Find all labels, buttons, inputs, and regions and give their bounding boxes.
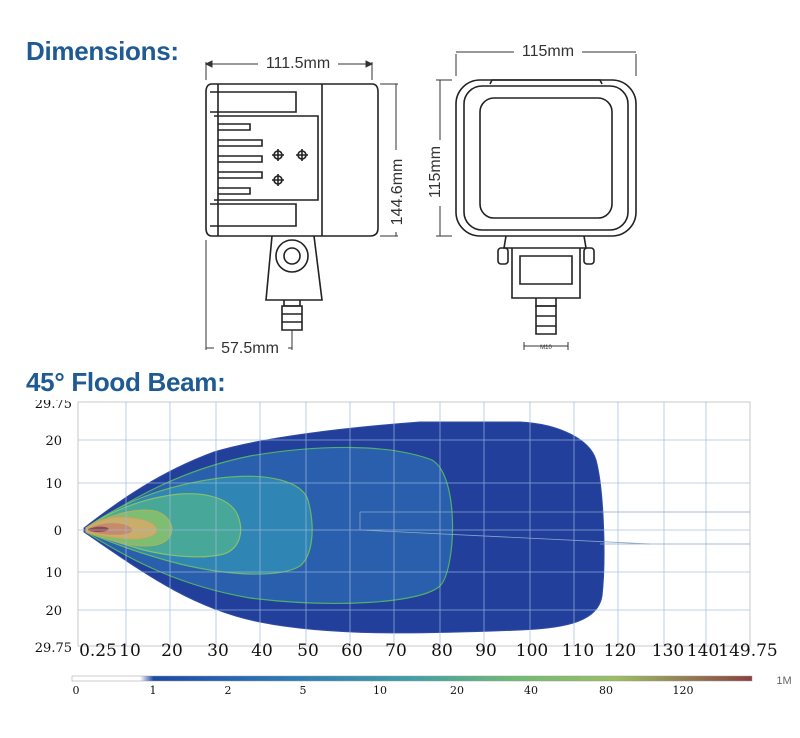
y-tick: 20 bbox=[45, 604, 62, 619]
y-axis-ticks: 29.75 20 10 0 10 20 29.75 bbox=[35, 400, 72, 656]
y-tick: 10 bbox=[45, 566, 62, 581]
x-tick: 20 bbox=[161, 641, 183, 661]
front-view-drawing bbox=[455, 79, 637, 335]
dimensions-heading: Dimensions: bbox=[26, 36, 179, 66]
y-tick: 10 bbox=[45, 477, 62, 492]
x-axis-ticks: 0.25 10 20 30 40 50 60 70 80 90 100 110 … bbox=[79, 641, 778, 661]
colorbar-tick: 40 bbox=[524, 684, 538, 697]
x-tick: 120 bbox=[604, 641, 636, 661]
side-width-label: 111.5mm bbox=[266, 55, 330, 72]
front-width-label: 115mm bbox=[522, 43, 574, 60]
x-tick: 50 bbox=[297, 641, 319, 661]
x-tick: 140 bbox=[687, 641, 719, 661]
x-tick: 149.75 bbox=[718, 641, 777, 661]
beam-core bbox=[88, 526, 109, 532]
y-tick: 29.75 bbox=[35, 641, 72, 656]
front-height-label: 115mm bbox=[427, 146, 444, 198]
colorbar-tick: 2 bbox=[225, 684, 232, 697]
y-tick: 29.75 bbox=[35, 400, 72, 412]
x-tick: 70 bbox=[385, 641, 407, 661]
beam-pattern-chart: 29.75 20 10 0 10 20 29.75 0.25 10 20 30 … bbox=[35, 400, 792, 697]
colorbar-unit: 1M bbox=[776, 675, 791, 687]
colorbar-tick: 80 bbox=[599, 684, 613, 697]
x-tick: 10 bbox=[119, 641, 141, 661]
colorbar-tick: 1 bbox=[150, 684, 157, 697]
x-tick: 30 bbox=[207, 641, 229, 661]
colorbar-tick: 20 bbox=[450, 684, 464, 697]
y-tick: 0 bbox=[54, 524, 62, 539]
x-tick: 40 bbox=[251, 641, 273, 661]
colorbar-ticks: 0 1 2 5 10 20 40 80 120 bbox=[73, 684, 694, 697]
colorbar-tick: 5 bbox=[300, 684, 307, 697]
grid-lines bbox=[78, 402, 750, 646]
x-tick: 90 bbox=[475, 641, 497, 661]
side-view-drawing bbox=[205, 83, 379, 331]
x-tick: 110 bbox=[562, 641, 594, 661]
reference-lines bbox=[359, 511, 750, 545]
x-tick: 60 bbox=[341, 641, 363, 661]
colorbar-tick: 0 bbox=[73, 684, 80, 697]
x-tick: 100 bbox=[516, 641, 548, 661]
side-depth-label: 57.5mm bbox=[221, 340, 279, 357]
colorbar bbox=[71, 675, 753, 682]
x-tick: 130 bbox=[652, 641, 684, 661]
x-tick: 0.25 bbox=[79, 641, 117, 661]
dimension-drawings: 111.5mm 144.6mm 57.5mm 115mm 115mm M10 bbox=[204, 43, 637, 357]
x-tick: 80 bbox=[431, 641, 453, 661]
bolt-label: M10 bbox=[540, 345, 552, 351]
colorbar-tick: 10 bbox=[373, 684, 387, 697]
y-tick: 20 bbox=[45, 434, 62, 449]
beam-heading: 45° Flood Beam: bbox=[26, 367, 226, 397]
colorbar-tick: 120 bbox=[673, 684, 694, 697]
side-height-label: 144.6mm bbox=[389, 159, 406, 226]
